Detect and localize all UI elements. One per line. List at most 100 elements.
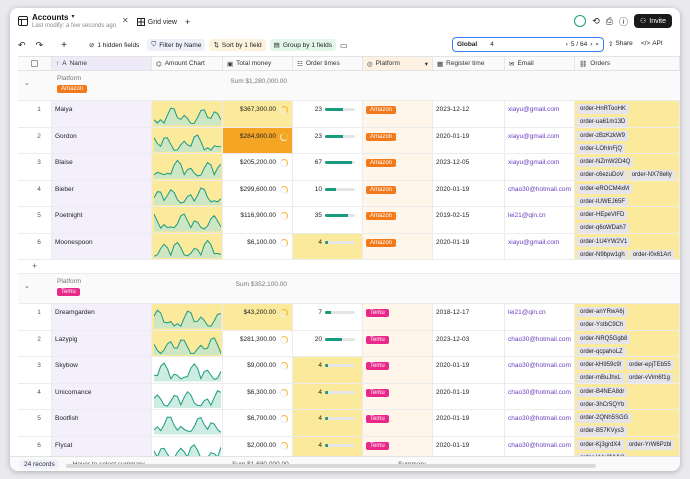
total-money-cell[interactable]: $205,200.00 (223, 154, 293, 180)
orders-cell[interactable]: order-kH959c9l order-epjTEb55order-mBuJhx… (575, 357, 680, 383)
search-input[interactable]: 4 (490, 41, 494, 48)
email-cell[interactable]: chao30@hotmail.com (505, 357, 575, 383)
order-chip[interactable]: order-c6ezuDoV (577, 170, 627, 180)
amount-chart-cell[interactable] (152, 101, 223, 127)
column-header-email[interactable]: ✉ Email (505, 57, 575, 71)
total-money-cell[interactable]: $6,100.00 (223, 233, 293, 259)
amount-chart-cell[interactable] (152, 383, 223, 409)
add-row-button[interactable]: + (18, 260, 680, 274)
order-times-cell[interactable]: 4 (293, 410, 363, 436)
order-chip[interactable]: order-ua61m13D (577, 117, 629, 127)
order-chip[interactable]: order-HnRTooHK (577, 104, 629, 114)
order-times-cell[interactable]: 67 (293, 154, 363, 180)
column-header-register-time[interactable]: ▦ Register time (433, 57, 505, 71)
platform-cell[interactable]: Temu (363, 330, 433, 356)
help-icon[interactable]: ⓘ (618, 16, 628, 27)
order-chip[interactable]: order-LOhInFjQ (577, 143, 626, 153)
table-row[interactable]: 4 Unicornance $6,300.00 4 Temu 2020-01-1… (18, 383, 680, 410)
orders-cell[interactable]: order-2QNh5SGGorder-B57KVys3order-h4F6gE… (575, 410, 680, 436)
platform-cell[interactable]: Amazon (363, 180, 433, 206)
column-header-name[interactable]: ↑ A Name (52, 57, 152, 71)
next-result-icon[interactable]: › (590, 41, 593, 48)
total-money-cell[interactable]: $6,700.00 (223, 410, 293, 436)
order-times-cell[interactable]: 35 (293, 207, 363, 233)
register-time-cell[interactable]: 2020-01-19 (433, 357, 505, 383)
order-chip[interactable]: order-B4NEA8dr (577, 386, 628, 397)
register-time-cell[interactable]: 2023-12-03 (433, 330, 505, 356)
amount-chart-cell[interactable] (152, 207, 223, 233)
order-chip[interactable]: order-2QNh5SGG (577, 413, 632, 423)
total-money-cell[interactable]: $281,300.00 (223, 330, 293, 356)
platform-cell[interactable]: Temu (363, 410, 433, 436)
table-row[interactable]: 6 Moonespoon $6,100.00 4 Amazon 2020-01-… (18, 233, 680, 260)
order-chip[interactable]: order-HEpeVlFD (577, 210, 628, 220)
name-cell[interactable]: Gordon (52, 127, 152, 153)
name-cell[interactable]: Bootfish (52, 410, 152, 436)
orders-cell[interactable]: order-eROCM4xMorder-IUWEJ65Forder-5P9Vle… (575, 180, 680, 206)
email-cell[interactable]: xiayu@gmail.com (505, 101, 575, 127)
total-money-cell[interactable]: $284,900.00 (223, 127, 293, 153)
amount-chart-cell[interactable] (152, 436, 223, 456)
total-money-cell[interactable]: $43,200.00 (223, 304, 293, 330)
email-cell[interactable]: chao30@hotmail.com (505, 383, 575, 409)
register-time-cell[interactable]: 2019-02-15 (433, 207, 505, 233)
group-header[interactable]: ⌄ Platform Temu Sum $352,100.00 (18, 274, 680, 304)
orders-cell[interactable]: order-B4NEA8drorder-3hCr5QYborder-owJ8qi… (575, 383, 680, 409)
name-cell[interactable]: Flycat (52, 436, 152, 456)
table-row[interactable]: 3 Blaise $205,200.00 67 Amazon 2023-12-0… (18, 154, 680, 181)
platform-cell[interactable]: Temu (363, 383, 433, 409)
order-chip[interactable]: order-anYRwA6j (577, 307, 628, 317)
row-height-icon[interactable]: ▭ (339, 40, 348, 50)
amount-chart-cell[interactable] (152, 127, 223, 153)
order-chip[interactable]: order-eROCM4xM (577, 183, 633, 194)
order-chip[interactable]: order-3hCr5QYb (577, 399, 628, 409)
total-money-cell[interactable]: $6,300.00 (223, 383, 293, 409)
email-cell[interactable]: xiayu@gmail.com (505, 154, 575, 180)
order-chip[interactable]: order-I0x61Art (629, 249, 675, 259)
group-header[interactable]: ⌄ Platform Amazon Sum $1,280,000.00 (18, 71, 680, 101)
order-times-cell[interactable]: 4 (293, 383, 363, 409)
platform-cell[interactable]: Amazon (363, 127, 433, 153)
order-chip[interactable]: order-NX78elly (628, 170, 675, 180)
order-times-cell[interactable]: 20 (293, 330, 363, 356)
email-cell[interactable]: chao30@hotmail.com (505, 436, 575, 456)
name-cell[interactable]: Dreamgarden (52, 304, 152, 330)
order-chip[interactable]: order-kHx2NVk3 (577, 452, 628, 456)
register-time-cell[interactable]: 2023-12-05 (433, 154, 505, 180)
avatar[interactable] (574, 15, 587, 27)
select-all-checkbox[interactable] (18, 57, 52, 71)
order-chip[interactable]: order-zBzKzkW9 (577, 130, 629, 141)
table-row[interactable]: 1 Dreamgarden $43,200.00 7 Temu 2018-12-… (18, 304, 680, 331)
history-icon[interactable]: ⟲ (592, 15, 600, 26)
order-chip[interactable]: order-epjTEb55 (626, 360, 674, 370)
platform-cell[interactable]: Temu (363, 436, 433, 456)
orders-cell[interactable]: order-anYRwA6jorder-YstbC9Chorder-aEgWpt… (575, 304, 680, 330)
name-cell[interactable]: Blaise (52, 154, 152, 180)
order-times-cell[interactable]: 4 (293, 436, 363, 456)
email-cell[interactable]: lei21@qin.cn (505, 207, 575, 233)
total-money-cell[interactable]: $116,900.00 (223, 207, 293, 233)
amount-chart-cell[interactable] (152, 357, 223, 383)
table-row[interactable]: 4 Bieber $299,600.00 10 Amazon 2020-01-1… (18, 180, 680, 207)
order-chip[interactable]: order-1U4YW2V1 (577, 236, 631, 247)
order-times-cell[interactable]: 10 (293, 180, 363, 206)
invite-button[interactable]: ⚇ Invite (633, 14, 672, 28)
order-chip[interactable]: order-mBuJhxL (577, 373, 625, 383)
prev-result-icon[interactable]: ‹ (565, 41, 568, 48)
amount-chart-cell[interactable] (152, 330, 223, 356)
email-cell[interactable]: chao30@hotmail.com (505, 410, 575, 436)
column-header-orders[interactable]: ⛓ Orders (575, 57, 680, 71)
register-time-cell[interactable]: 2020-01-19 (433, 436, 505, 456)
order-chip[interactable]: order-N9bpw1gh (577, 249, 628, 259)
email-cell[interactable]: xiayu@gmail.com (505, 127, 575, 153)
register-time-cell[interactable]: 2020-01-19 (433, 127, 505, 153)
order-times-cell[interactable]: 4 (293, 233, 363, 259)
order-times-cell[interactable]: 7 (293, 304, 363, 330)
name-cell[interactable]: Moonespoon (52, 233, 152, 259)
order-chip[interactable]: order-NZmW2D4Q (577, 157, 634, 167)
platform-cell[interactable]: Amazon (363, 101, 433, 127)
add-record-button[interactable]: + (61, 39, 67, 51)
amount-chart-cell[interactable] (152, 410, 223, 436)
order-chip[interactable]: order-qcpahoLZ (577, 346, 626, 356)
